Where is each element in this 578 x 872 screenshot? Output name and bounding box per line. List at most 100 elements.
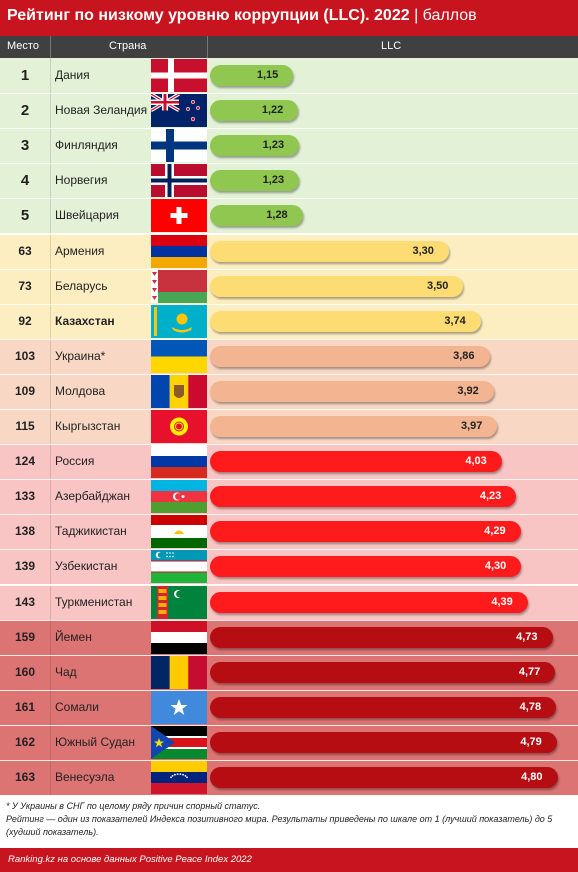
south-sudan-flag-icon <box>151 725 207 759</box>
table-row: 139 Узбекистан 4,30 <box>0 549 578 585</box>
finland-flag-icon <box>151 129 207 163</box>
rank-cell: 163 <box>14 770 36 784</box>
rank-cell: 73 <box>18 278 32 293</box>
column-separator <box>50 163 51 199</box>
row-divider <box>0 479 578 481</box>
data-label: 4,03 <box>465 455 487 468</box>
data-label: 4,39 <box>491 595 513 608</box>
country-name: Таджикистан <box>55 524 127 539</box>
row-divider <box>0 128 578 130</box>
row-divider <box>0 584 578 586</box>
value-bar <box>210 205 303 227</box>
chart-title: Рейтинг по низкому уровню коррупции (LLC… <box>7 7 477 25</box>
table-row: 73 Беларусь 3,50 <box>0 268 578 304</box>
value-bar <box>210 100 299 122</box>
value-bar <box>210 661 556 683</box>
table-row: 133 Азербайджан 4,23 <box>0 479 578 515</box>
row-divider <box>0 549 578 551</box>
data-label: 3,74 <box>444 314 466 327</box>
value-bar <box>210 416 498 437</box>
row-divider <box>0 724 578 726</box>
column-separator <box>50 268 51 304</box>
column-separator <box>50 373 51 409</box>
data-label: 3,97 <box>460 420 483 432</box>
table-row: 4 Норвегия 1,23 <box>0 163 578 199</box>
rank-cell: 159 <box>14 629 36 644</box>
value-bar <box>210 65 294 86</box>
country-name: Азербайджан <box>55 489 131 504</box>
column-separator <box>50 584 51 620</box>
data-label: 1,15 <box>256 69 279 81</box>
header-value: LLC <box>381 40 402 52</box>
footer-source: Ranking.kz на основе данных Positive Pea… <box>8 854 252 865</box>
title-main: Рейтинг по низкому уровню коррупции (LLC… <box>7 7 410 24</box>
title-bar: Рейтинг по низкому уровню коррупции (LLC… <box>0 0 578 36</box>
header-separator <box>207 36 208 58</box>
row-divider <box>0 268 578 270</box>
rank-cell: 109 <box>14 383 36 398</box>
footer: Ranking.kz на основе данных Positive Pea… <box>0 848 578 872</box>
table-row: 115 Кыргызстан 3,97 <box>0 409 578 444</box>
country-name: Молдова <box>55 383 106 398</box>
value-bar <box>210 451 502 473</box>
row-divider <box>0 93 578 95</box>
value-bar <box>210 556 522 578</box>
rank-cell: 133 <box>14 489 36 504</box>
column-separator <box>50 338 51 374</box>
table-header: Место Страна LLC <box>0 36 578 58</box>
column-separator <box>50 654 51 690</box>
switzerland-flag-icon <box>151 199 207 233</box>
rank-cell: 5 <box>20 207 30 225</box>
title-separator: | <box>409 7 423 24</box>
column-separator <box>50 93 51 129</box>
row-divider <box>0 163 578 165</box>
value-bar <box>210 135 300 157</box>
rank-cell: 3 <box>20 137 30 155</box>
country-name: Швейцария <box>55 208 120 223</box>
value-bar <box>210 626 553 648</box>
moldova-flag-icon <box>151 374 207 408</box>
new-zealand-flag-icon <box>151 94 207 128</box>
rank-cell: 92 <box>18 313 32 328</box>
chad-flag-icon <box>151 655 207 689</box>
kazakhstan-flag-icon <box>151 304 207 338</box>
country-name: Украина* <box>55 348 106 363</box>
row-divider <box>0 654 578 656</box>
table-row: 5 Швейцария 1,28 <box>0 198 578 234</box>
rank-cell: 139 <box>14 559 36 574</box>
country-name: Сомали <box>55 699 99 714</box>
column-separator <box>50 479 51 515</box>
rank-cell: 143 <box>14 594 36 609</box>
country-name: Новая Зеландия <box>55 103 148 118</box>
country-name: Беларусь <box>55 278 108 293</box>
data-label: 4,23 <box>479 490 502 503</box>
norway-flag-icon <box>151 164 207 198</box>
rank-cell: 1 <box>20 67 30 84</box>
table-row: 138 Таджикистан 4,29 <box>0 514 578 550</box>
table-row: 1 Дания 1,15 <box>0 58 578 93</box>
row-divider <box>0 444 578 446</box>
column-separator <box>50 233 51 269</box>
rank-cell: 103 <box>14 348 36 363</box>
column-separator <box>50 760 51 795</box>
data-label: 4,29 <box>484 525 506 538</box>
data-label: 3,86 <box>453 349 475 362</box>
value-bar <box>210 731 557 753</box>
table-row: 160 Чад 4,77 <box>0 654 578 690</box>
data-label: 4,77 <box>518 665 541 678</box>
table-row: 2 Новая Зеландия 1,22 <box>0 93 578 129</box>
yemen-flag-icon <box>151 620 207 654</box>
country-name: Дания <box>55 68 90 82</box>
belarus-flag-icon <box>151 269 207 303</box>
country-name: Кыргызстан <box>55 419 121 433</box>
ukraine-flag-icon <box>151 339 207 373</box>
country-name: Финляндия <box>55 138 118 153</box>
rank-cell: 160 <box>14 664 36 679</box>
data-label: 3,30 <box>412 244 434 257</box>
country-name: Венесуэла <box>55 770 115 784</box>
table-row: 124 Россия 4,03 <box>0 444 578 480</box>
country-name: Чад <box>55 664 77 679</box>
table-row: 159 Йемен 4,73 <box>0 619 578 655</box>
row-divider <box>0 619 578 621</box>
country-name: Южный Судан <box>55 734 136 749</box>
